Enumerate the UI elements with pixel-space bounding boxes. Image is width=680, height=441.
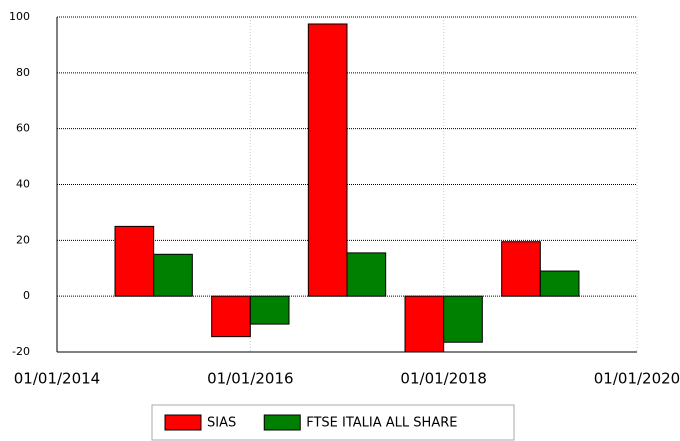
bar: [249, 295, 290, 325]
x-tick-label: 01/01/2014: [14, 370, 100, 388]
legend-label: FTSE ITALIA ALL SHARE: [306, 416, 457, 431]
y-tick-label: 60: [16, 122, 30, 135]
bar: [404, 295, 445, 353]
x-tick-label: 01/01/2020: [594, 370, 680, 388]
y-tick-label: 40: [16, 178, 30, 191]
legend-swatch: [263, 414, 301, 431]
legend-swatch: [164, 414, 202, 431]
y-tick-label: 20: [16, 233, 30, 246]
bar: [114, 225, 155, 297]
bar: [211, 295, 251, 338]
bar: [346, 252, 387, 297]
x-tick-label: 01/01/2018: [400, 370, 486, 388]
x-tick-label: 01/01/2016: [207, 370, 293, 388]
legend-label: SIAS: [207, 416, 236, 431]
y-tick-label: 100: [9, 10, 30, 23]
bar: [443, 295, 483, 343]
y-tick-label: 0: [23, 289, 30, 302]
legend-box: [151, 404, 515, 441]
legend: SIAS FTSE ITALIA ALL SHARE: [151, 404, 515, 441]
bar: [539, 270, 580, 297]
y-tick-label: 80: [16, 66, 30, 79]
y-tick-label: -20: [12, 345, 30, 358]
bar: [307, 23, 348, 297]
bar: [153, 253, 193, 297]
bar: [501, 241, 541, 297]
